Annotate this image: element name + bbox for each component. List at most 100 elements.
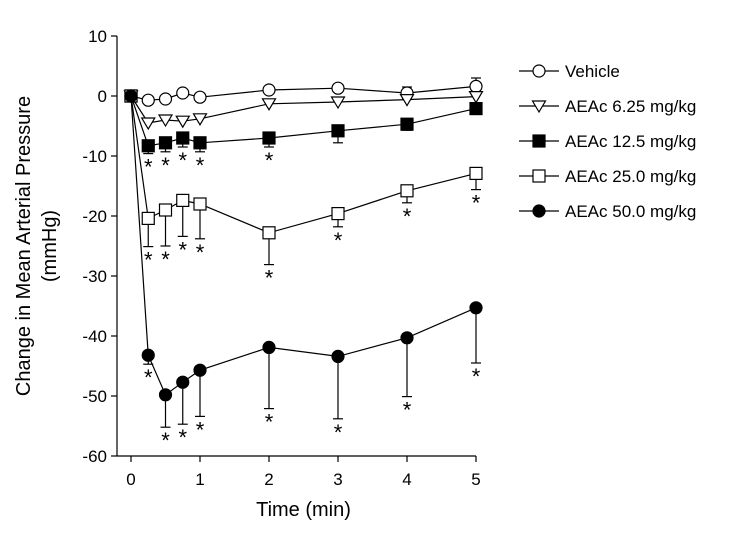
significance-star: * [178, 148, 187, 173]
data-point [400, 331, 414, 345]
significance-star: * [144, 155, 153, 180]
data-point [262, 131, 276, 145]
data-point [469, 301, 483, 315]
data-point [193, 136, 207, 150]
data-point [330, 96, 346, 110]
legend-marker [532, 169, 546, 183]
significance-star: * [178, 237, 187, 262]
data-point [158, 388, 173, 402]
legend-label: Vehicle [565, 62, 620, 81]
data-point [192, 113, 208, 126]
data-point [193, 90, 207, 104]
data-point [400, 117, 414, 131]
data-point [469, 166, 483, 180]
data-point [158, 203, 173, 217]
x-axis-title: Time (min) [256, 499, 351, 521]
significance-star: * [334, 420, 343, 445]
significance-star: * [161, 153, 170, 178]
data-point [141, 211, 155, 225]
data-point [158, 92, 173, 106]
data-point [262, 83, 276, 97]
significance-star: * [161, 428, 170, 453]
legend-label: AEAc 12.5 mg/kg [565, 132, 696, 151]
data-point [141, 348, 155, 362]
series-4: * * * * * * * * [124, 89, 483, 291]
data-point [469, 101, 483, 116]
legend-item: AEAc 12.5 mg/kg [519, 132, 696, 151]
data-point [158, 136, 173, 150]
data-point [193, 363, 207, 377]
legend-label: AEAc 6.25 mg/kg [565, 97, 696, 116]
significance-star: * [196, 240, 205, 265]
data-point [140, 117, 156, 131]
significance-star: * [196, 417, 205, 442]
x-tick-label: 5 [471, 470, 480, 489]
legend-marker [532, 204, 546, 218]
legend-marker [531, 100, 547, 114]
data-point [400, 184, 414, 198]
legend: Vehicle AEAc 6.25 mg/kg AEAc 12.5 mg/kg AEA… [519, 62, 696, 221]
significance-star: * [178, 425, 187, 450]
series-layer: * * * * * * * * * * * * * * * * * * * * * [123, 77, 484, 453]
legend-item: AEAc 50.0 mg/kg [519, 202, 696, 221]
data-point [141, 93, 155, 107]
y-tick-label: 10 [88, 27, 107, 46]
axes: 10 0 -10 -20 -30 -40 -50 -60 0 1 2 3 4 5 [82, 27, 480, 489]
data-point [469, 79, 483, 94]
significance-star: * [334, 228, 343, 253]
y-tick-label: 0 [98, 87, 107, 106]
data-point [331, 349, 345, 363]
significance-star: * [196, 153, 205, 178]
legend-marker [532, 134, 546, 148]
data-point [176, 375, 190, 389]
legend-item: AEAc 6.25 mg/kg [519, 97, 696, 116]
data-point [468, 90, 484, 104]
legend-label: AEAc 50.0 mg/kg [565, 202, 696, 221]
x-tick-label: 4 [402, 470, 411, 489]
data-point [262, 340, 276, 354]
y-tick-label: -20 [82, 207, 107, 226]
series-1 [124, 77, 483, 107]
data-point [331, 124, 345, 138]
data-point [124, 89, 138, 103]
series-5: * * * * * * * * [124, 89, 483, 453]
data-point [176, 131, 190, 145]
significance-star: * [144, 248, 153, 273]
x-tick-label: 3 [333, 470, 342, 489]
y-tick-label: -40 [82, 327, 107, 346]
data-point [331, 81, 345, 95]
significance-star: * [403, 398, 412, 423]
y-axis-title-line: (mmHg) [39, 210, 61, 282]
y-tick-label: -30 [82, 267, 107, 286]
data-point [176, 86, 190, 100]
y-tick-label: -10 [82, 147, 107, 166]
significance-star: * [265, 266, 274, 291]
data-point [193, 197, 207, 211]
legend-item: AEAc 25.0 mg/kg [519, 167, 696, 186]
significance-star: * [265, 410, 274, 435]
legend-marker [532, 64, 546, 78]
data-point [157, 114, 174, 128]
y-axis-title: Change in Mean Arterial Pressure (mmHg) [13, 96, 61, 396]
series-3: * * * * * [124, 89, 483, 180]
data-point [261, 98, 277, 111]
legend-label: AEAc 25.0 mg/kg [565, 167, 696, 186]
data-point [176, 193, 190, 207]
x-tick-label: 0 [126, 470, 135, 489]
data-point [141, 139, 155, 153]
legend-item: Vehicle [519, 62, 620, 81]
significance-star: * [472, 364, 481, 389]
significance-star: * [265, 148, 274, 173]
data-point [399, 93, 415, 107]
x-tick-label: 1 [195, 470, 204, 489]
x-tick-label: 2 [264, 470, 273, 489]
significance-star: * [161, 247, 170, 272]
data-point [331, 207, 345, 221]
significance-star: * [144, 365, 153, 390]
significance-star: * [403, 204, 412, 229]
y-axis-title-line: Change in Mean Arterial Pressure [13, 96, 35, 396]
data-point [262, 226, 276, 240]
data-point [175, 115, 191, 129]
y-tick-label: -60 [82, 447, 107, 466]
